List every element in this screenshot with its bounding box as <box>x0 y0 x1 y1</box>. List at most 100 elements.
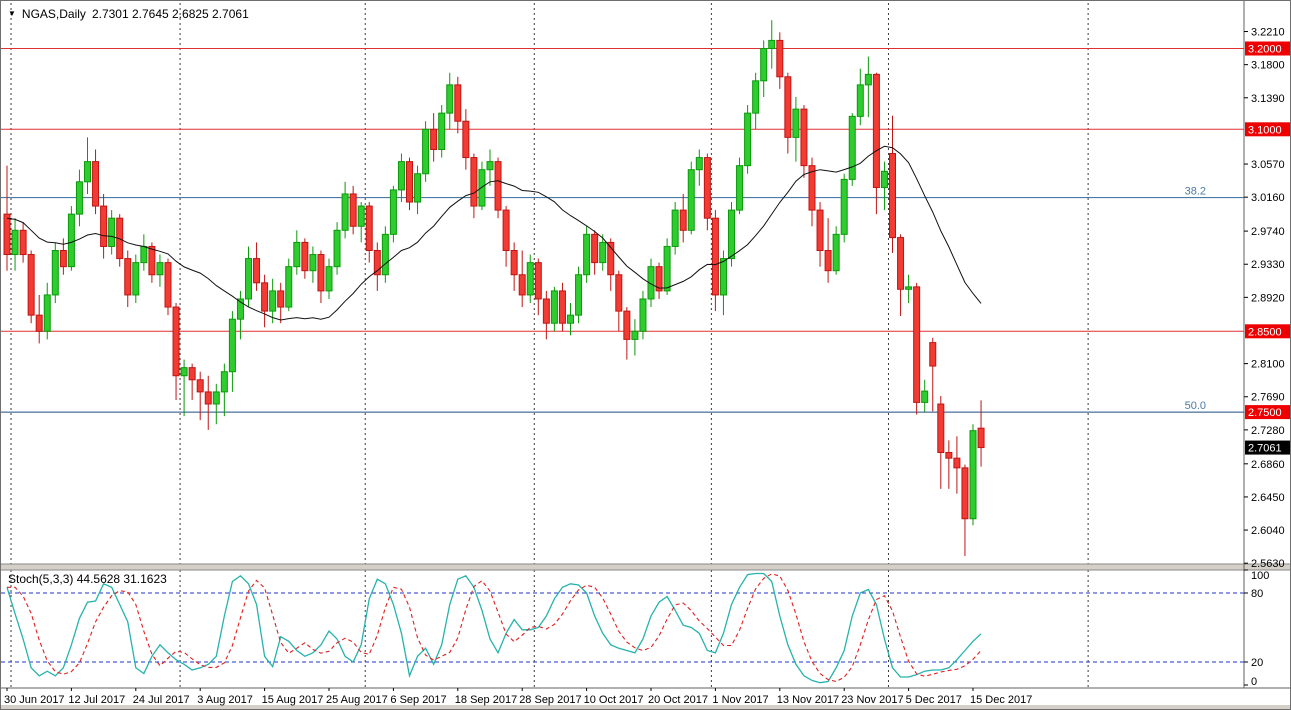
candle-body <box>526 262 534 296</box>
candle-body <box>671 209 679 247</box>
candle-body <box>3 213 11 256</box>
price-level-badge-text: 2.8500 <box>1248 326 1282 338</box>
date-axis-label: 15 Aug 2017 <box>262 694 324 706</box>
candle-body <box>108 217 116 247</box>
stoch-name: Stoch(5,3,3) <box>8 572 74 586</box>
candle-body <box>164 262 172 308</box>
candle-body <box>430 128 438 151</box>
candle-body <box>736 165 744 211</box>
candle-body <box>768 39 776 49</box>
candle-body <box>615 274 623 312</box>
candle-body <box>929 342 937 367</box>
price-axis-label: 2.9740 <box>1251 226 1285 238</box>
price-level-badge <box>1245 122 1290 137</box>
candle-body <box>728 209 735 260</box>
price-level-badge-text: 2.7500 <box>1248 407 1282 419</box>
candle-body <box>864 73 872 86</box>
candle-body <box>11 229 19 256</box>
candle-body <box>478 169 486 207</box>
candle-body <box>156 262 164 276</box>
candle-body <box>397 161 405 191</box>
stoch-axis-label: 20 <box>1251 657 1263 669</box>
candle-body <box>647 266 655 300</box>
candle-body <box>760 48 768 82</box>
price-axis-label: 2.5630 <box>1251 558 1285 570</box>
candle-body <box>848 115 856 180</box>
price-axis-label: 2.6040 <box>1251 525 1285 537</box>
candle-body <box>124 258 132 296</box>
candle-body <box>494 161 502 211</box>
stoch-axis-label: 80 <box>1251 588 1263 600</box>
candle-body <box>470 157 478 207</box>
candle-body <box>663 245 671 292</box>
ohlc-values: 2.7301 2.7645 2.6825 2.7061 <box>91 7 249 21</box>
candle-body <box>422 128 430 175</box>
candle-body <box>905 286 913 290</box>
candle-body <box>406 161 413 203</box>
candle-body <box>744 112 752 167</box>
candle-body <box>872 73 880 188</box>
candle-body <box>373 250 381 276</box>
candle-body <box>856 84 864 117</box>
candle-body <box>953 457 961 469</box>
candle-body <box>438 112 446 150</box>
candle-body <box>575 274 583 316</box>
candle-body <box>212 391 220 405</box>
price-axis-label: 2.6860 <box>1251 459 1285 471</box>
candle-body <box>220 371 228 393</box>
candle-body <box>100 205 108 247</box>
candle-body <box>752 80 760 114</box>
candle-body <box>937 403 945 453</box>
candle-body <box>719 258 727 296</box>
candle-body <box>695 157 703 171</box>
candle-body <box>655 266 663 292</box>
bottom-strip <box>1 705 1290 709</box>
candle-body <box>253 258 261 284</box>
candle-body <box>840 178 848 235</box>
candle-body <box>462 120 470 159</box>
candle-body <box>148 245 156 276</box>
date-axis-label: 20 Oct 2017 <box>648 694 708 706</box>
candle-body <box>35 314 43 332</box>
candle-body <box>897 237 905 290</box>
candle-body <box>631 330 639 340</box>
candle-body <box>800 108 808 167</box>
moving-average-line <box>6 145 982 321</box>
candle-body <box>228 318 236 373</box>
candle-body <box>567 314 574 324</box>
price-axis-label: 2.7690 <box>1251 392 1285 404</box>
candle-body <box>27 254 35 316</box>
candle-body <box>349 193 357 227</box>
price-level-badge <box>1245 41 1290 56</box>
candle-body <box>703 157 711 219</box>
candle-body <box>196 379 204 393</box>
price-level-badge-text: 3.1000 <box>1248 124 1282 136</box>
date-axis-label: 3 Aug 2017 <box>197 694 253 706</box>
symbol-dropdown-icon[interactable]: ▼ <box>8 9 16 18</box>
candle-body <box>550 290 558 324</box>
price-level-badge <box>1245 324 1290 339</box>
candle-body <box>792 108 800 138</box>
pane-divider <box>1 564 1290 570</box>
candle-body <box>19 229 27 256</box>
candle-body <box>67 213 75 268</box>
price-axis-label: 3.0160 <box>1251 192 1285 204</box>
candle-body <box>502 209 510 252</box>
candle-body <box>180 367 188 377</box>
date-axis-label: 25 Aug 2017 <box>326 694 388 706</box>
price-level-badge-text: 3.2000 <box>1248 44 1282 56</box>
date-axis-label: 12 Jul 2017 <box>68 694 125 706</box>
candle-body <box>277 290 285 308</box>
candle-body <box>977 427 985 449</box>
candle-body <box>913 286 921 403</box>
candle-body <box>454 84 462 122</box>
candle-body <box>188 367 196 381</box>
stoch-axis-label: 0 <box>1251 676 1257 688</box>
candle-body <box>381 233 389 276</box>
price-axis-label: 3.1390 <box>1251 93 1285 105</box>
candle-body <box>776 39 784 78</box>
price-axis-label: 2.8920 <box>1251 292 1285 304</box>
